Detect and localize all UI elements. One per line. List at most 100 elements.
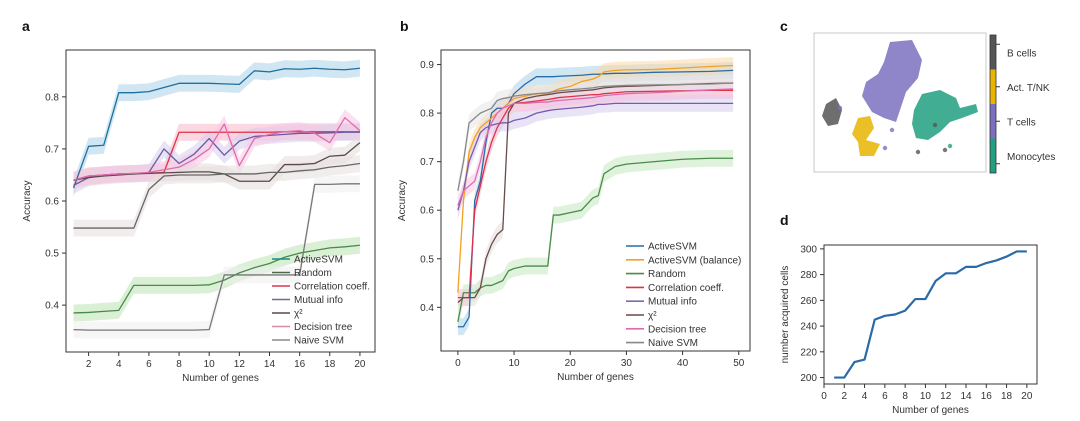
y-tick-label: 0.6 — [45, 197, 59, 208]
series-line-activesvm — [457, 69, 734, 328]
cell-point — [942, 147, 948, 153]
legend-item-naive-svm: Naive SVM — [272, 336, 344, 347]
y-tick-label: 0.4 — [45, 301, 59, 312]
colorbar-segment-monocytes — [990, 138, 996, 173]
x-tick-label: 6 — [146, 359, 152, 370]
cluster-monocytes — [912, 90, 978, 140]
x-tick-label: 4 — [862, 391, 868, 402]
legend-label: χ² — [294, 309, 303, 320]
series-line-mutual-info — [457, 102, 734, 211]
legend-label: Naive SVM — [648, 338, 698, 349]
x-tick-label: 8 — [176, 359, 182, 370]
x-tick-label: 16 — [294, 359, 306, 370]
x-tick-label: 20 — [565, 358, 577, 369]
y-tick-label: 0.9 — [420, 60, 434, 71]
series-line-naive-svm — [457, 82, 734, 191]
series-line-naive-svm-lower — [73, 183, 360, 331]
legend-label: Mutual info — [294, 295, 343, 306]
band-naive-svm — [457, 74, 734, 200]
legend-item-correlation-coeff: Correlation coeff. — [272, 282, 370, 293]
x-axis-label: Number of genes — [892, 405, 969, 416]
legend-label: Correlation coeff. — [294, 282, 370, 293]
y-tick-label: 280 — [800, 270, 817, 281]
x-tick-label: 0 — [455, 358, 461, 369]
x-tick-label: 4 — [116, 359, 122, 370]
x-tick-label: 10 — [920, 391, 932, 402]
series-line-chi2 — [457, 82, 734, 303]
legend-item-mutual-info: Mutual info — [272, 295, 343, 306]
series-line-activesvm-balance — [457, 64, 734, 293]
legend-item-random: Random — [626, 269, 686, 280]
y-axis-label: number acquired cells — [780, 266, 791, 364]
legend-label: χ² — [648, 311, 657, 322]
legend-item-chi2: χ² — [626, 311, 657, 322]
x-tick-label: 18 — [1001, 391, 1013, 402]
cell-point — [947, 143, 953, 149]
colorbar-label: Act. T/NK — [1007, 83, 1050, 94]
band-naive-svm — [73, 155, 360, 237]
x-tick-label: 50 — [733, 358, 745, 369]
series-line-random — [457, 157, 734, 322]
panel-label-c: c — [780, 18, 788, 34]
y-axis-label: Accuracy — [397, 180, 408, 221]
y-tick-label: 0.8 — [420, 109, 434, 120]
y-axis-label: Accuracy — [22, 180, 33, 221]
x-tick-label: 0 — [821, 391, 827, 402]
legend-item-activesvm: ActiveSVM — [626, 242, 697, 253]
colorbar-segment-b-cells — [990, 35, 996, 70]
legend-label: ActiveSVM — [648, 242, 697, 253]
y-tick-label: 0.6 — [420, 206, 434, 217]
colorbar-frame — [989, 34, 997, 174]
cluster-act-t-nk — [852, 116, 880, 156]
colorbar-segment-t-cells — [990, 104, 996, 139]
legend-item-activesvm: ActiveSVM — [272, 255, 343, 266]
plot-frame — [823, 244, 1038, 385]
legend-label: Naive SVM — [294, 336, 344, 347]
legend-item-activesvm-balance: ActiveSVM (balance) — [626, 255, 741, 266]
plot-frame — [440, 49, 751, 352]
series-line-decision-tree — [73, 117, 361, 181]
y-tick-label: 0.8 — [45, 92, 59, 103]
y-tick-label: 0.7 — [45, 144, 59, 155]
band-decision-tree — [73, 109, 360, 189]
x-tick-label: 8 — [902, 391, 908, 402]
cluster-t-cells — [862, 40, 922, 122]
x-axis-label: Number of genes — [557, 372, 634, 383]
legend-item-random: Random — [272, 268, 332, 279]
band-mutual-info — [457, 94, 734, 219]
cell-point — [837, 105, 843, 111]
legend-label: ActiveSVM (balance) — [648, 255, 741, 266]
panel-c-embedding: B cells Act. T/NK T cells Monocytes — [813, 32, 1055, 174]
x-tick-label: 6 — [882, 391, 888, 402]
x-tick-label: 12 — [234, 359, 246, 370]
colorbar-label: B cells — [1007, 48, 1036, 59]
series-line-naive-svm — [73, 162, 361, 229]
panel-a-chart: 0.4 0.5 0.6 0.7 0.8 2 4 6 8 10 12 14 16 18 20 Number of… — [22, 49, 376, 384]
x-tick-label: 14 — [960, 391, 972, 402]
panel-d-chart: 200 220 240 260 280 300 0 2 4 6 8 10 12 14 16 18 20 Numbe… — [780, 244, 1038, 416]
cell-point — [915, 149, 921, 155]
colorbar-segment-act-t-nk — [990, 69, 996, 104]
x-tick-label: 12 — [940, 391, 952, 402]
series-line-decision-tree — [457, 88, 734, 206]
legend-item-decision-tree: Decision tree — [272, 322, 353, 333]
x-tick-label: 20 — [354, 359, 366, 370]
x-tick-label: 16 — [981, 391, 993, 402]
legend-item-chi2: χ² — [272, 309, 303, 320]
legend-label: Random — [648, 269, 686, 280]
legend-item-decision-tree: Decision tree — [626, 324, 707, 335]
cell-point — [932, 122, 938, 128]
x-tick-label: 10 — [508, 358, 520, 369]
x-tick-label: 14 — [264, 359, 276, 370]
legend-label: Mutual info — [648, 297, 697, 308]
band-decision-tree — [457, 80, 734, 214]
y-tick-label: 240 — [800, 322, 817, 333]
y-tick-label: 0.4 — [420, 303, 434, 314]
cluster-b-cells — [822, 98, 842, 126]
colorbar-label: Monocytes — [1007, 152, 1055, 163]
legend-label: Random — [294, 268, 332, 279]
x-axis-label: Number of genes — [182, 373, 259, 384]
legend-label: Correlation coeff. — [648, 283, 724, 294]
x-tick-label: 40 — [677, 358, 689, 369]
